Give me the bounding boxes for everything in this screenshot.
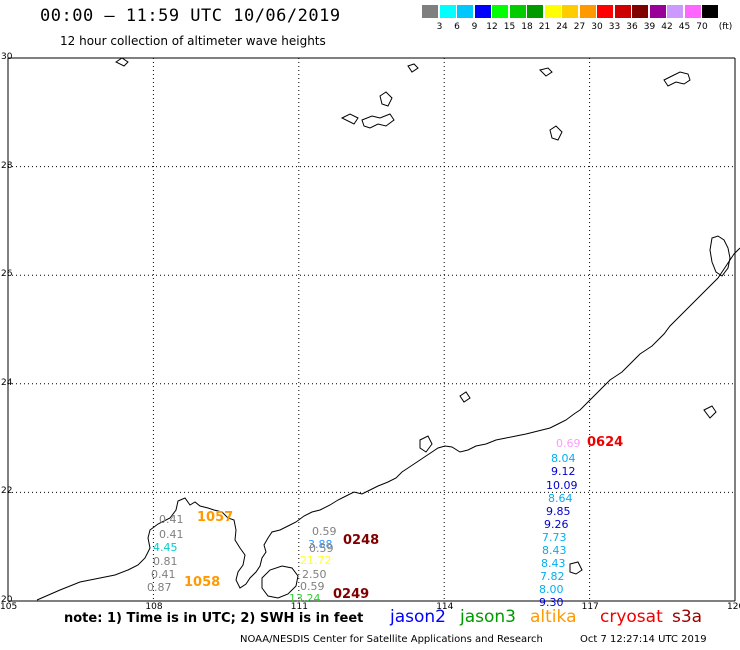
taiwan-coastline xyxy=(709,235,731,277)
wave-height-value: 0.81 xyxy=(153,555,178,568)
scale-label: 70 xyxy=(696,22,708,32)
wave-height-value: 10.09 xyxy=(546,479,578,492)
latitude-label: 26 xyxy=(1,269,13,280)
satellite-legend-item: jason2 xyxy=(390,607,446,627)
mainland-coastline xyxy=(36,247,740,601)
islands-b xyxy=(539,67,691,141)
scale-label: 18 xyxy=(521,22,533,32)
latitude-label: 24 xyxy=(1,377,13,388)
hainan-coastline xyxy=(261,565,299,599)
wave-height-value: 9.30 xyxy=(539,596,564,609)
islands-c xyxy=(115,57,717,419)
wave-height-value: 7.73 xyxy=(542,531,567,544)
longitude-label: 117 xyxy=(581,602,599,612)
scale-swatch xyxy=(562,5,578,18)
wave-height-value: 8.43 xyxy=(541,557,566,570)
wave-height-value: 0.41 xyxy=(159,513,184,526)
longitude-label: 120 xyxy=(727,602,740,612)
longitude-label: 108 xyxy=(145,602,163,612)
scale-label: 33 xyxy=(608,22,621,32)
scale-swatch xyxy=(457,5,473,18)
latitude-label: 20 xyxy=(1,595,13,605)
lat-lon-grid xyxy=(7,57,736,602)
wave-height-value: 0.41 xyxy=(159,528,184,541)
pass-time-label: 0624 xyxy=(587,435,624,450)
pass-time-label: 1057 xyxy=(197,510,234,525)
satellite-legend-item: jason3 xyxy=(460,607,516,627)
scale-label: 42 xyxy=(661,22,673,32)
scale-label: 27 xyxy=(573,22,586,32)
scale-label: 12 xyxy=(486,22,498,32)
latitude-label: 30 xyxy=(1,52,13,62)
wave-height-value: 8.64 xyxy=(548,492,573,505)
scale-label: 15 xyxy=(503,22,516,32)
wave-height-value: 2.50 xyxy=(302,568,327,581)
satellite-legend-item: cryosat xyxy=(600,607,663,627)
scale-swatch xyxy=(527,5,543,18)
wave-height-value: 9.26 xyxy=(544,518,569,531)
longitude-label: 105 xyxy=(0,602,18,612)
footer-credit: NOAA/NESDIS Center for Satellite Applica… xyxy=(240,634,543,645)
footer-timestamp: Oct 7 12:27:14 UTC 2019 xyxy=(580,634,707,645)
map-title: 00:00 – 11:59 UTC 10/06/2019 xyxy=(40,6,341,26)
pass-time-label: 0249 xyxy=(333,587,370,602)
scale-label: 9 xyxy=(471,22,478,32)
scale-swatch xyxy=(597,5,613,18)
pass-time-label: 0248 xyxy=(343,533,380,548)
wave-height-value: 0.59 xyxy=(300,580,325,593)
longitude-label: 111 xyxy=(290,602,308,612)
scale-swatch xyxy=(544,5,561,18)
scale-unit: (ft) xyxy=(718,22,733,32)
wave-height-value: 8.04 xyxy=(551,452,576,465)
scale-swatch xyxy=(684,5,701,18)
satellite-legend-item: altika xyxy=(530,607,577,627)
wave-height-value: 0.59 xyxy=(312,525,337,538)
islands-a xyxy=(340,91,395,129)
scale-swatch xyxy=(649,5,666,18)
wave-height-value: 3.88 xyxy=(308,538,333,551)
wave-height-value: 8.00 xyxy=(539,583,564,596)
scale-swatch xyxy=(492,5,508,18)
satellite-legend-item: s3a xyxy=(672,607,703,627)
scale-label: 21 xyxy=(538,22,551,32)
wave-height-value: 0.69 xyxy=(556,437,581,450)
scale-swatch xyxy=(509,5,526,18)
note-text: note: 1) Time is in UTC; 2) SWH is in fe… xyxy=(64,611,364,626)
scale-label: 24 xyxy=(556,22,568,32)
wave-height-value: 0.59 xyxy=(309,542,334,555)
wave-height-value: 0.41 xyxy=(151,568,176,581)
pass-time-label: 1058 xyxy=(184,575,221,590)
wave-height-value: 8.43 xyxy=(542,544,567,557)
coastline xyxy=(36,57,740,601)
wave-height-value: 7.82 xyxy=(540,570,565,583)
wave-height-value: 4.45 xyxy=(153,541,178,554)
scale-label: 6 xyxy=(454,22,460,32)
scale-label: 45 xyxy=(678,22,691,32)
scale-swatch xyxy=(579,5,596,18)
scale-label: 39 xyxy=(643,22,656,32)
scale-label: 3 xyxy=(436,22,443,32)
scale-label: 30 xyxy=(591,22,603,32)
wave-height-value: 0.87 xyxy=(147,581,172,594)
scale-swatch xyxy=(632,5,648,18)
scale-swatch xyxy=(614,5,631,18)
scale-swatch xyxy=(667,5,683,18)
latitude-label: 22 xyxy=(1,486,13,497)
scale-swatch xyxy=(474,5,491,18)
wave-height-value: 9.85 xyxy=(546,505,571,518)
scale-swatch xyxy=(422,5,438,18)
islands-d xyxy=(419,435,583,575)
wave-height-value: 21.72 xyxy=(300,554,332,567)
map-subtitle: 12 hour collection of altimeter wave hei… xyxy=(60,34,326,48)
scale-label: 36 xyxy=(626,22,638,32)
wave-height-value: 13.24 xyxy=(289,592,321,605)
longitude-label: 114 xyxy=(436,602,454,612)
scale-swatch xyxy=(439,5,456,18)
latitude-label: 28 xyxy=(1,160,13,171)
scale-swatch xyxy=(702,5,718,18)
wave-height-value: 9.12 xyxy=(551,465,576,478)
